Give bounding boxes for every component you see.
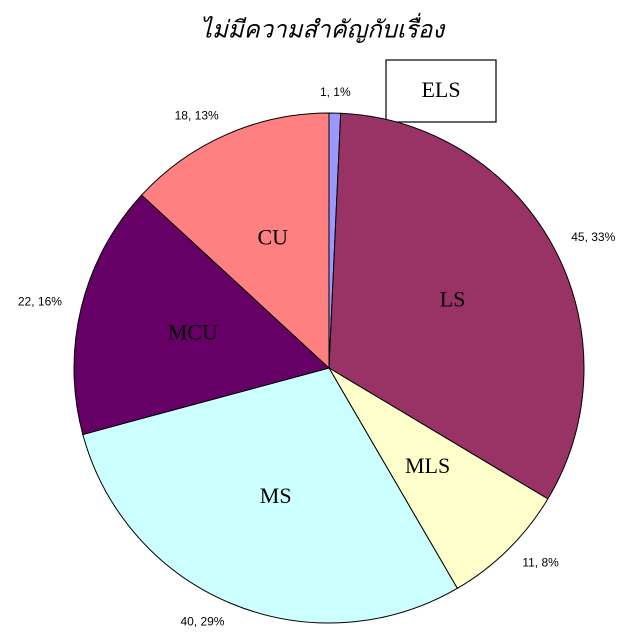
value-label: 45, 33% (571, 230, 615, 244)
chart-title: ไม่มีความสำคัญกับเรื่อง (200, 13, 446, 44)
slice-name: CU (257, 225, 288, 250)
value-label: 22, 16% (18, 295, 62, 309)
pie-slice (328, 367, 549, 590)
slice-name: MCU (168, 320, 218, 345)
pie-slice (140, 112, 330, 370)
pie-slice (82, 367, 459, 624)
pie-slice (73, 194, 331, 436)
slice-name: LS (440, 287, 466, 312)
slice-name: MLS (405, 453, 450, 478)
value-label: 18, 13% (175, 108, 219, 122)
value-label: 40, 29% (180, 615, 224, 629)
value-label: 1, 1% (320, 85, 351, 99)
slice-name: ELS (421, 77, 460, 102)
callout-box (385, 59, 497, 123)
pie-slice (328, 112, 585, 500)
slice-name: MS (260, 483, 292, 508)
value-label: 11, 8% (522, 556, 559, 570)
